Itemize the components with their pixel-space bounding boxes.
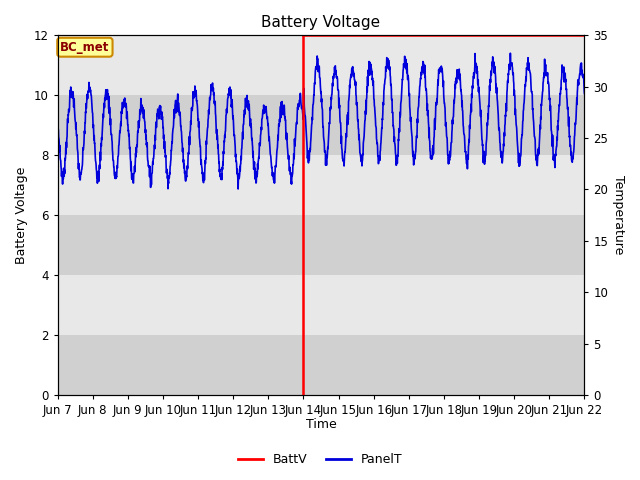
Bar (58, 95, 584, 155)
Title: Battery Voltage: Battery Voltage (262, 15, 381, 30)
Bar (58, 275, 584, 335)
X-axis label: Time: Time (306, 419, 337, 432)
Y-axis label: Battery Voltage: Battery Voltage (15, 167, 28, 264)
Text: BC_met: BC_met (60, 41, 109, 54)
Bar (58, 36, 584, 95)
Bar (58, 335, 584, 395)
Bar (58, 215, 584, 275)
Legend: BattV, PanelT: BattV, PanelT (232, 448, 408, 471)
Y-axis label: Temperature: Temperature (612, 176, 625, 255)
Bar (58, 155, 584, 215)
